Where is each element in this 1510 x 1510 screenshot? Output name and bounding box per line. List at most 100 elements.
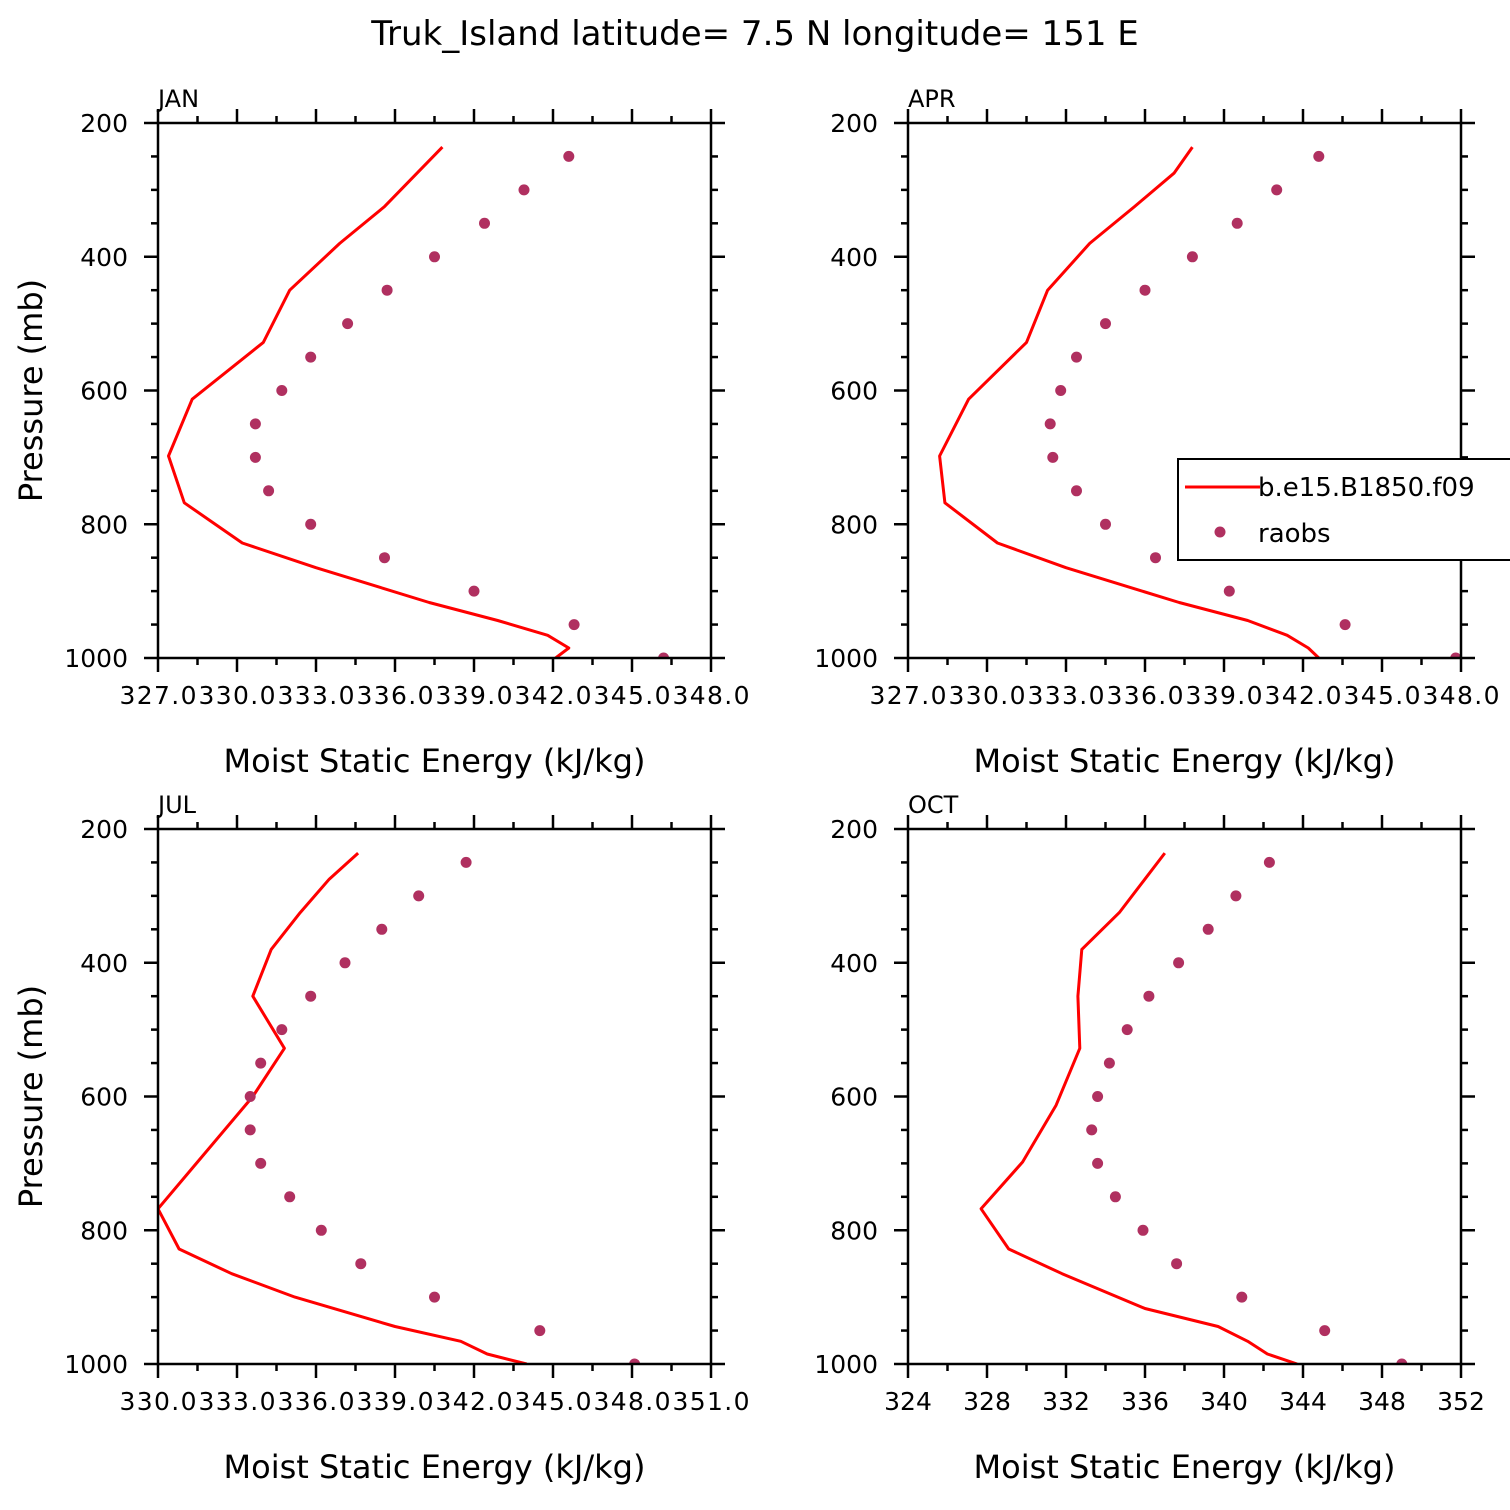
plot-area [938, 146, 1461, 658]
raobs-point [658, 652, 670, 658]
x-tick-label: 330.0 [120, 1387, 197, 1416]
raobs-point [1231, 217, 1243, 229]
legend: b.e15.B1850.f09 raobs [1177, 458, 1510, 561]
raobs-point [339, 957, 351, 969]
x-axis-label: Moist Static Energy (kJ/kg) [974, 742, 1396, 780]
x-tick-label: 328 [963, 1387, 1011, 1416]
x-tick-label: 336.0 [1107, 681, 1184, 710]
raobs-point [413, 890, 425, 902]
panel-jul: 200 400 600 800 1000 330.0 333.0 336.0 339.0 342.… [12, 791, 750, 1486]
model-line [158, 851, 528, 1364]
plot-area [167, 146, 670, 658]
raobs-point [276, 1024, 288, 1036]
x-tick-label: 339.0 [357, 1387, 434, 1416]
x-tick-label: 330.0 [199, 681, 276, 710]
plot-area [979, 852, 1408, 1364]
x-tick-label: 352 [1437, 1387, 1485, 1416]
raobs-point [1236, 1291, 1248, 1303]
raobs-point [1044, 418, 1056, 430]
raobs-point [263, 485, 275, 497]
y-tick-label: 400 [830, 243, 878, 272]
panel-apr: 200 400 600 800 1000 327.0 330.0 333.0 336.0 339.… [814, 85, 1510, 780]
panel-label: APR [908, 85, 956, 113]
raobs-point [1171, 1258, 1183, 1270]
x-tick-label: 339.0 [1186, 681, 1263, 710]
model-line [938, 146, 1320, 658]
raobs-point [305, 990, 317, 1002]
raobs-point [1396, 1358, 1408, 1364]
y-tick-label: 600 [80, 377, 128, 406]
raobs-point [244, 1091, 256, 1102]
raobs-point [1319, 1325, 1331, 1337]
x-tick-label: 327.0 [870, 681, 947, 710]
raobs-point [1186, 251, 1198, 263]
raobs-point [284, 1191, 296, 1203]
raobs-point [1137, 1224, 1149, 1236]
raobs-point [1071, 485, 1082, 497]
raobs-point [479, 217, 490, 229]
raobs-point [376, 923, 388, 935]
raobs-point [468, 585, 480, 597]
y-tick-label: 400 [830, 949, 878, 978]
raobs-point [1086, 1124, 1098, 1136]
plot-frame [906, 827, 1463, 1366]
raobs-point [1450, 652, 1461, 658]
x-tick-label: 333.0 [278, 681, 355, 710]
raobs-point [255, 1057, 267, 1069]
x-tick-label: 333.0 [1028, 681, 1105, 710]
raobs-point [1100, 318, 1111, 330]
raobs-point [1271, 184, 1283, 196]
raobs-point [1143, 990, 1155, 1002]
raobs-point [1223, 585, 1235, 597]
y-tick-label: 1000 [814, 1350, 878, 1379]
raobs-point [429, 251, 440, 263]
x-tick-label: 348.0 [594, 1387, 671, 1416]
raobs-point [1071, 351, 1082, 363]
raobs-point [305, 351, 317, 363]
x-tick-label: 333.0 [199, 1387, 276, 1416]
raobs-point [249, 418, 261, 430]
raobs-point [1092, 1157, 1104, 1169]
raobs-point [1092, 1091, 1104, 1102]
x-tick-label: 324 [884, 1387, 932, 1416]
x-tick-label: 342.0 [436, 1387, 513, 1416]
raobs-point [1313, 150, 1325, 162]
raobs-point [518, 184, 530, 196]
raobs-point [1055, 385, 1067, 396]
x-axis-label: Moist Static Energy (kJ/kg) [224, 1448, 646, 1486]
y-tick-label: 200 [830, 815, 878, 844]
raobs-point [379, 552, 390, 564]
raobs-point [1121, 1024, 1133, 1036]
raobs-point [1109, 1191, 1121, 1203]
plot-frame [156, 827, 713, 1366]
raobs-point [563, 150, 575, 162]
y-tick-label: 400 [80, 949, 128, 978]
plot-frame [906, 121, 1463, 660]
x-tick-label: 342.0 [1265, 681, 1342, 710]
raobs-point [255, 1157, 267, 1169]
x-axis-label: Moist Static Energy (kJ/kg) [974, 1448, 1396, 1486]
raobs-point [276, 385, 288, 396]
raobs-point [568, 619, 580, 631]
x-tick-label: 332 [1042, 1387, 1090, 1416]
y-tick-label: 600 [830, 377, 878, 406]
x-tick-label: 339.0 [436, 681, 513, 710]
raobs-point [355, 1258, 367, 1270]
x-tick-label: 344 [1279, 1387, 1327, 1416]
raobs-point [1047, 451, 1059, 463]
raobs-point [1173, 957, 1185, 969]
y-tick-label: 800 [80, 510, 128, 539]
y-tick-label: 800 [80, 1216, 128, 1245]
x-tick-label: 348.0 [673, 681, 750, 710]
figure-title: Truk_Island latitude= 7.5 N longitude= 1… [370, 14, 1139, 54]
y-tick-label: 400 [80, 243, 128, 272]
raobs-point [305, 518, 317, 530]
raobs-point [629, 1358, 641, 1364]
raobs-point [244, 1124, 256, 1136]
legend-marker-swatch [1214, 526, 1226, 538]
x-tick-label: 348.0 [1423, 681, 1500, 710]
panel-jan: 200 400 600 800 1000 327.0 330.0 333.0 336.0 339.… [12, 85, 750, 780]
